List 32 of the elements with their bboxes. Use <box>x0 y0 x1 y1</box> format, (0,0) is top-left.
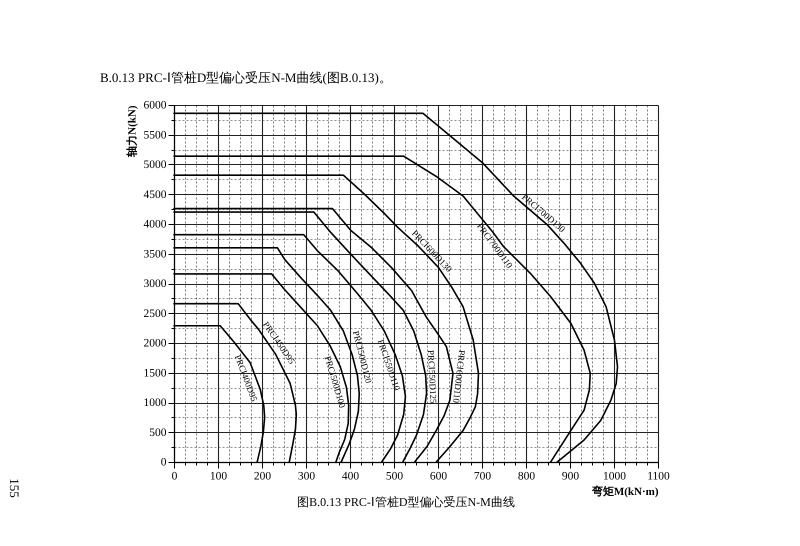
y-tick-label: 500 <box>149 426 167 439</box>
y-tick-label: 3500 <box>144 248 167 260</box>
x-tick-label: 1000 <box>603 470 626 482</box>
y-tick-label: 1500 <box>144 367 167 380</box>
chart-title: B.0.13 PRC-Ⅰ管桩D型偏心受压N-M曲线(图B.0.13)。 <box>100 70 392 85</box>
y-axis-title: 轴力N(kN) <box>126 105 138 158</box>
y-tick-label: 4000 <box>144 218 167 230</box>
x-tick-label: 0 <box>172 470 178 482</box>
y-tick-label: 5000 <box>144 159 167 171</box>
x-tick-label: 800 <box>518 470 536 482</box>
text: PRCⅠ550D125 <box>426 350 439 404</box>
y-tick-label: 2500 <box>144 308 167 320</box>
text: 155 <box>7 478 22 498</box>
x-tick-label: 900 <box>562 470 580 482</box>
y-tick-label: 3000 <box>144 278 167 290</box>
y-tick-label: 0 <box>160 456 167 468</box>
y-tick-label: 6000 <box>144 100 167 112</box>
y-tick-label: 4500 <box>144 188 167 201</box>
x-tick-label: 100 <box>210 470 228 482</box>
x-tick-label: 300 <box>298 470 316 482</box>
y-tick-label: 2000 <box>144 338 167 350</box>
x-tick-label: 1100 <box>647 470 670 482</box>
y-tick-label: 1000 <box>144 397 167 409</box>
x-axis-title: 弯矩M(kN·m) <box>590 485 659 498</box>
x-tick-label: 600 <box>430 470 448 482</box>
x-tick-label: 700 <box>474 470 492 482</box>
x-tick-label: 500 <box>386 470 404 482</box>
text: PRCⅠ600D110 <box>451 350 468 404</box>
y-tick-label: 5500 <box>144 129 167 142</box>
x-tick-label: 200 <box>254 470 272 482</box>
x-tick-label: 400 <box>342 470 360 482</box>
text: 图B.0.13 PRC-Ⅰ管桩D型偏心受压N-M曲线 <box>297 495 515 509</box>
